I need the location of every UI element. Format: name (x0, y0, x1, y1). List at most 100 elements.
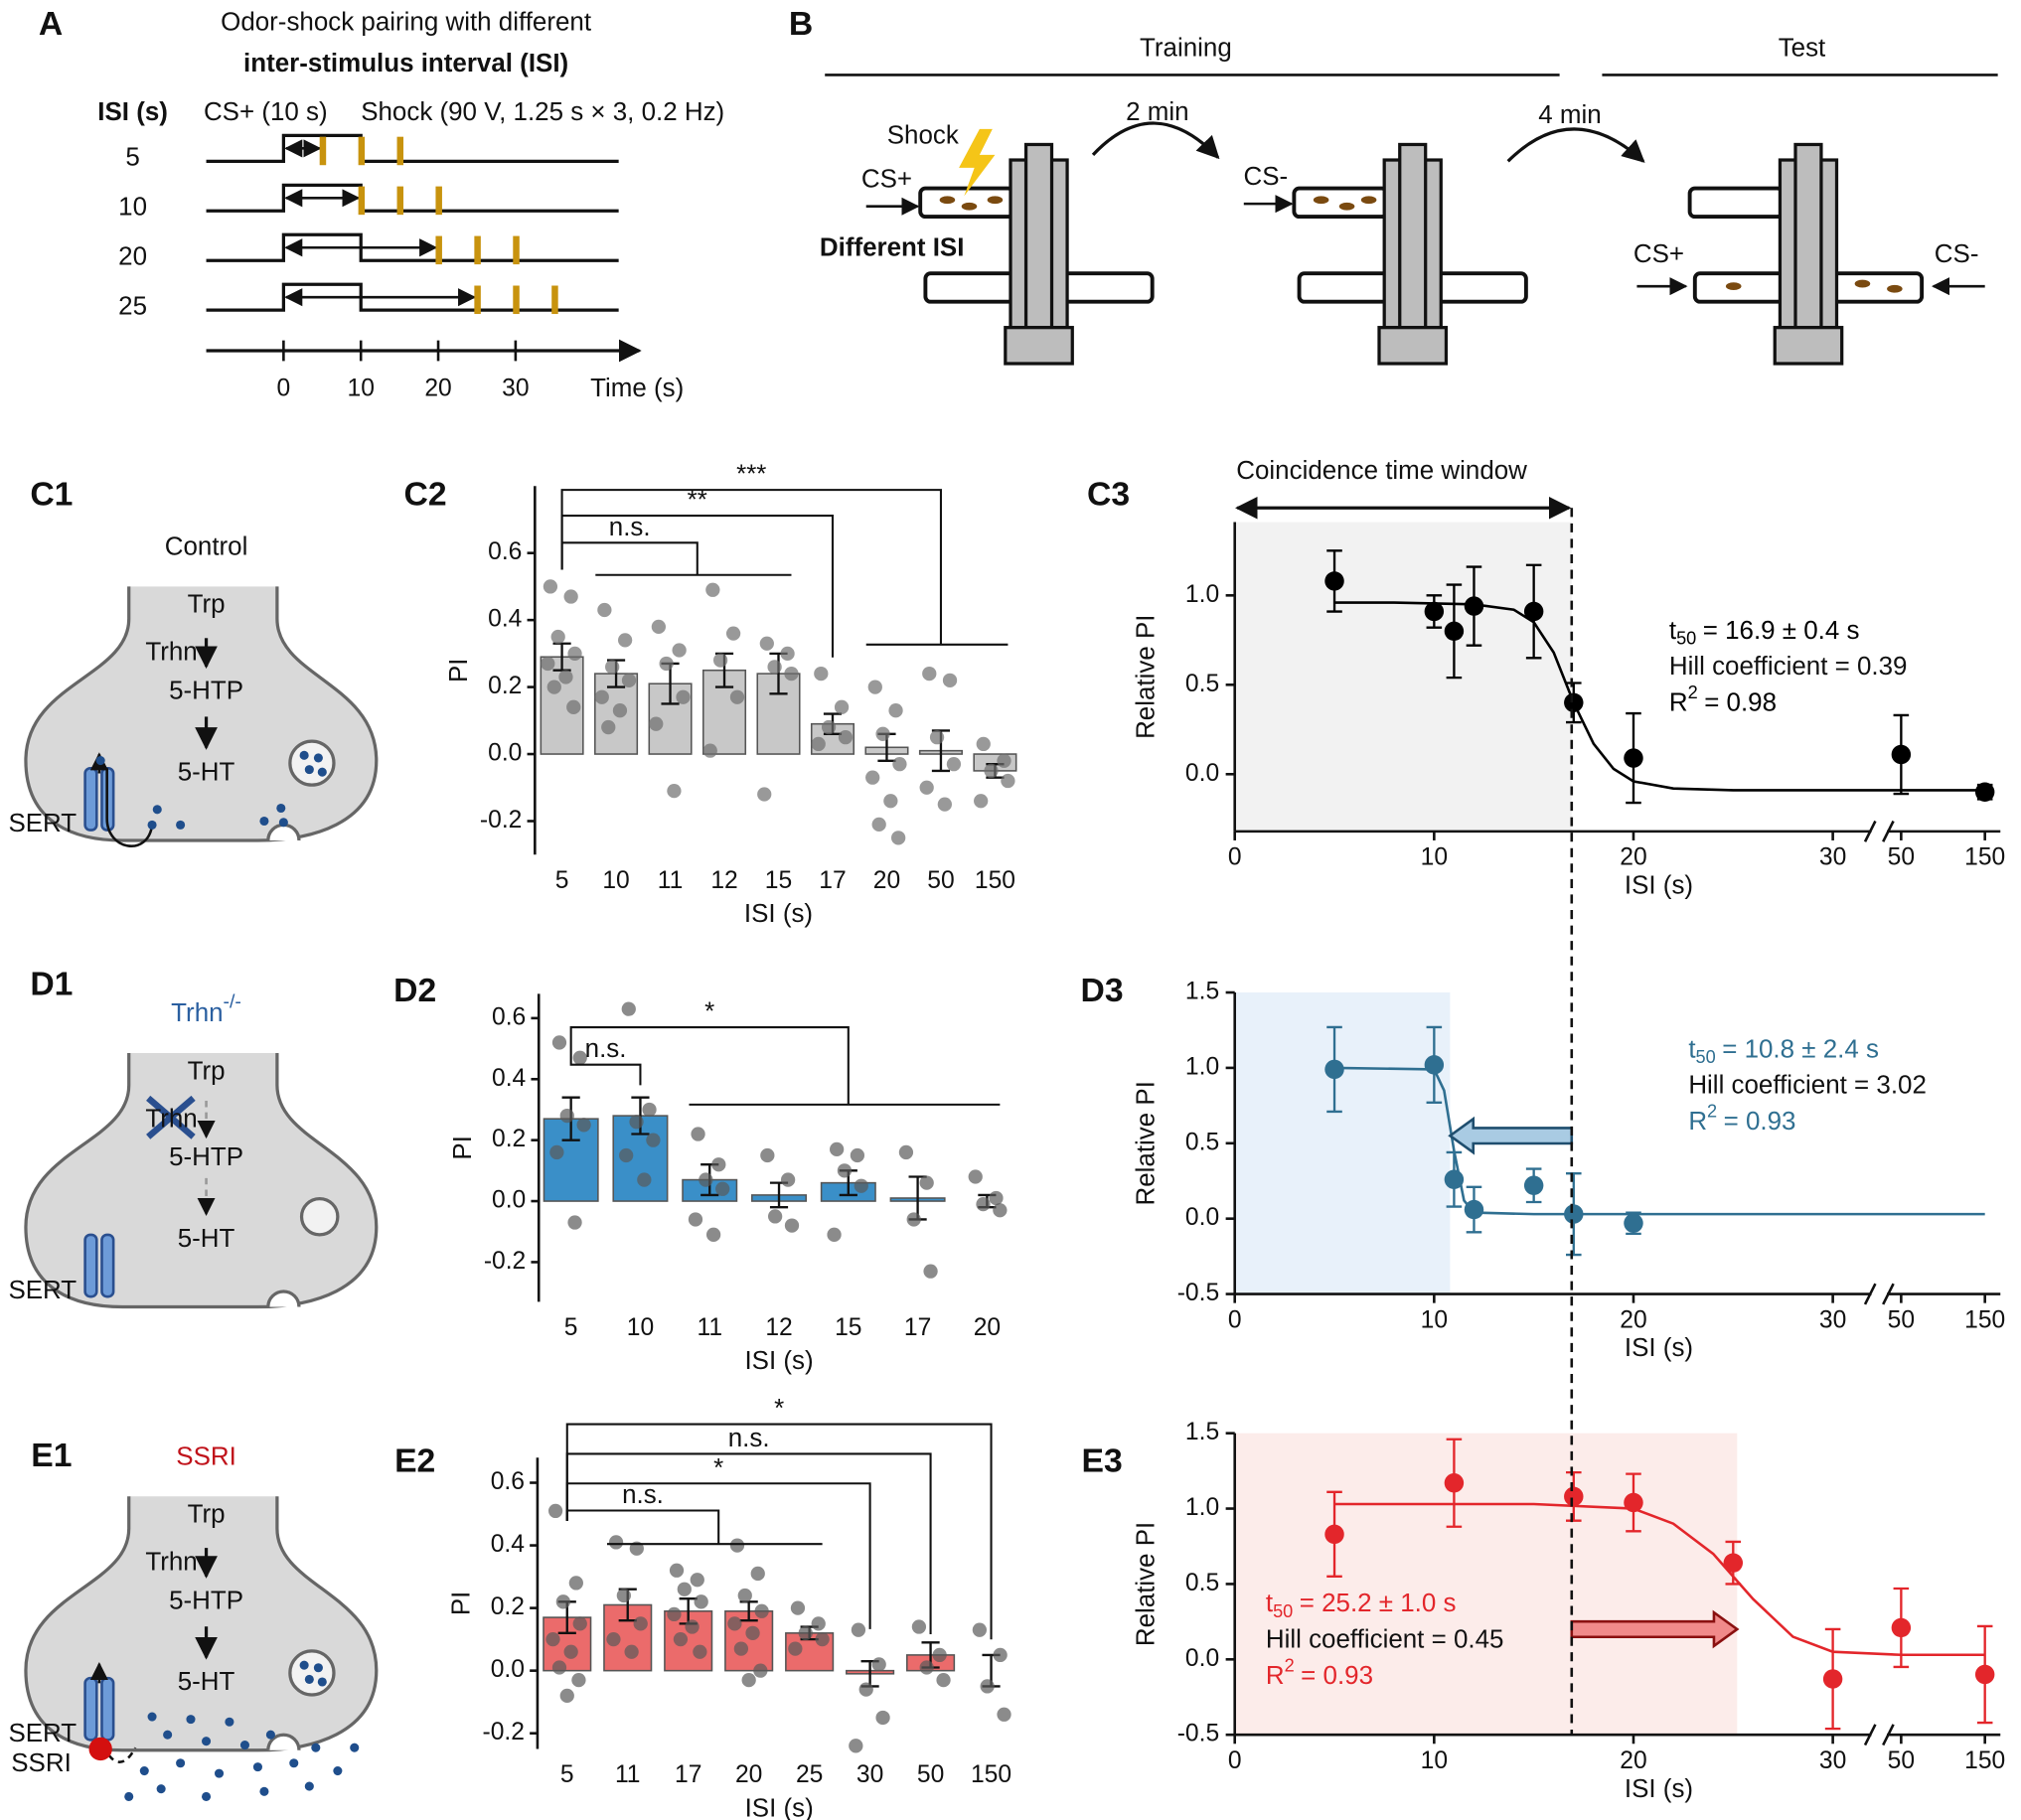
data-point (760, 1147, 775, 1163)
panel-label: D3 (1081, 972, 1124, 1009)
panel-label: D2 (393, 972, 436, 1009)
y-tick-label: 0.0 (492, 1187, 526, 1214)
data-point (838, 730, 854, 745)
significance-label: *** (736, 461, 766, 489)
window-shade (1234, 992, 1451, 1294)
data-point (618, 633, 633, 648)
data-point (788, 1641, 803, 1656)
stat-symbol: R (1688, 1108, 1707, 1136)
data-point (1324, 1059, 1344, 1080)
stat-symbol: t (1266, 1590, 1274, 1617)
x-tick-label: 17 (904, 1314, 931, 1341)
significance-label: * (774, 1395, 784, 1423)
x-tick-label: 20 (735, 1761, 762, 1788)
x-tick-label: 5 (560, 1761, 574, 1788)
data-point (815, 1632, 830, 1647)
data-point (694, 1594, 708, 1609)
data-point (745, 1625, 760, 1640)
x-tick-label: 11 (658, 867, 684, 894)
data-point (725, 626, 741, 641)
y-axis-label: PI (449, 1136, 477, 1160)
data-point (646, 1133, 661, 1147)
data-point (929, 730, 945, 745)
data-point (814, 666, 829, 682)
data-point (1974, 1664, 1995, 1685)
stat-value: = 10.8 ± 2.4 s (1722, 1035, 1879, 1063)
data-point (811, 1616, 826, 1631)
shift-arrow (1448, 1116, 1574, 1155)
data-point (676, 689, 691, 704)
data-point (888, 703, 903, 718)
y-tick-label: -0.2 (480, 807, 522, 834)
molecule-label: 5-HT (178, 758, 235, 786)
x-axis-label: ISI (s) (744, 1347, 813, 1375)
data-point (576, 1118, 591, 1133)
enzyme-label: Trhn (145, 1549, 197, 1577)
fit-stat: R2 = 0.93 (1688, 1101, 1795, 1135)
data-point (1624, 748, 1643, 768)
data-point (737, 1588, 752, 1603)
data-point (784, 666, 799, 682)
x-tick-label: 10 (1421, 1306, 1448, 1333)
data-point (642, 1102, 657, 1118)
data-point (892, 757, 907, 772)
data-point (830, 1141, 845, 1157)
x-tick-label: 150 (975, 867, 1015, 894)
x-tick-label: 50 (1888, 1306, 1915, 1333)
data-point (754, 1603, 769, 1618)
data-point (906, 1212, 921, 1227)
data-point (567, 1215, 582, 1230)
x-tick-label: 50 (1888, 1747, 1915, 1774)
data-point (705, 582, 720, 597)
stat-subscript: 50 (1273, 1601, 1293, 1621)
data-point (821, 719, 837, 735)
window-shade (1234, 522, 1572, 832)
cs-trace (206, 183, 619, 213)
transporter-label: SERT (8, 1720, 77, 1747)
y-tick-label: 0.5 (1185, 1129, 1219, 1155)
y-tick-label: 0.6 (488, 538, 522, 565)
fit-stat: Hill coefficient = 0.45 (1266, 1625, 1504, 1653)
significance-bracket (560, 541, 792, 576)
data-point (685, 1619, 700, 1634)
data-point (850, 1147, 865, 1163)
time-axis-label: Time (s) (590, 375, 684, 402)
data-point (691, 1127, 705, 1141)
data-point (891, 831, 906, 845)
data-point (637, 1172, 652, 1187)
cs-trace (206, 232, 619, 262)
x-tick-label: 5 (564, 1314, 578, 1341)
data-point (1891, 744, 1912, 765)
molecule-label: Trp (188, 591, 226, 619)
data-point (974, 794, 989, 809)
x-tick-label: 20 (873, 867, 900, 894)
fit-stat: Hill coefficient = 0.39 (1669, 653, 1908, 681)
data-point (875, 1710, 890, 1726)
data-point (750, 1566, 765, 1582)
fit-stat: R2 = 0.98 (1669, 682, 1777, 716)
data-point (858, 1682, 873, 1697)
time-tick-label: 20 (424, 375, 451, 401)
data-point (1974, 782, 1995, 803)
data-point (767, 1209, 783, 1224)
data-point (555, 1594, 571, 1609)
data-point (871, 817, 886, 833)
shock-pulse (513, 235, 520, 265)
x-tick-label: 10 (627, 1314, 654, 1341)
data-point (563, 1644, 578, 1659)
x-axis-label: ISI (s) (745, 1794, 814, 1820)
data-point (980, 1679, 995, 1694)
shock-pulse (435, 186, 442, 216)
data-point (545, 1632, 560, 1647)
data-point (1424, 601, 1445, 622)
x-tick-label: 150 (1964, 1306, 2005, 1333)
cs-trace (206, 133, 619, 163)
data-point (572, 1050, 587, 1065)
y-tick-label: 1.0 (1185, 1494, 1219, 1521)
panel-title: Odor-shock pairing with different (221, 8, 592, 36)
shock-pulse (319, 136, 327, 166)
data-point (677, 1582, 692, 1596)
molecule-label: 5-HT (178, 1225, 235, 1253)
x-axis-label: ISI (s) (1625, 872, 1693, 900)
isi-label: 10 (118, 194, 147, 222)
